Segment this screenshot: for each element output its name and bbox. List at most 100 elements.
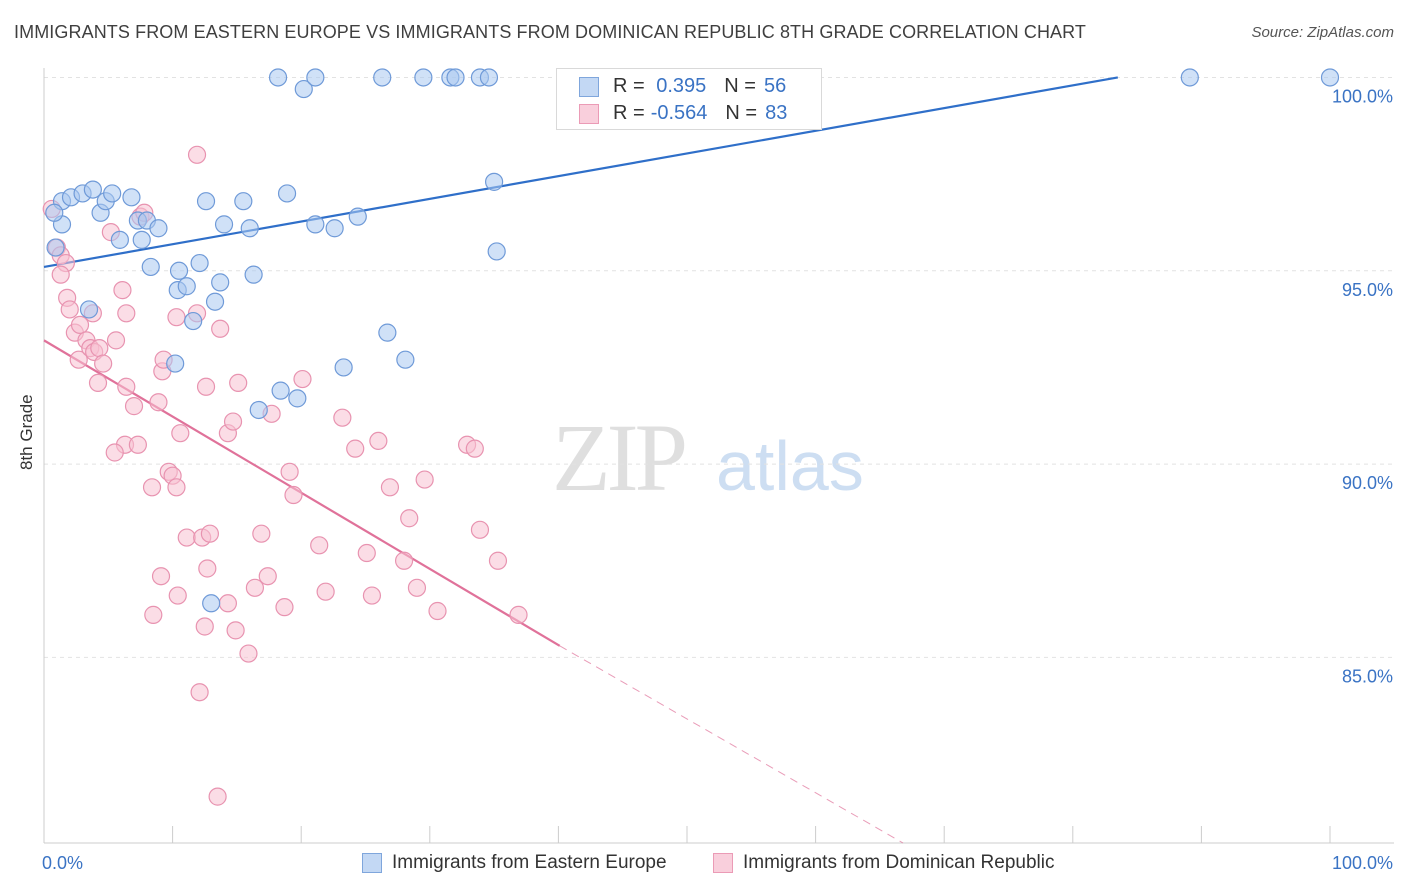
eastern-europe-point (205, 292, 225, 311)
dominican-republic-point (333, 408, 352, 427)
dominican-republic-point (223, 412, 243, 431)
eastern-europe-point (1320, 68, 1340, 87)
dominican-republic-point (346, 439, 365, 458)
dominican-republic-point (151, 567, 171, 586)
x-tick-label: 100.0% (1332, 853, 1393, 873)
dominican-republic-point (310, 536, 329, 555)
dominican-republic-point (200, 524, 219, 543)
dominican-republic-point (124, 397, 144, 416)
legend-row-eastern-europe: R = 0.395 N = 56 (579, 75, 786, 98)
eastern-europe-point (166, 354, 185, 373)
dominican-republic-point (190, 683, 209, 702)
dominican-republic-point (113, 281, 132, 300)
dominican-republic-point (211, 319, 230, 338)
dominican-republic-point (357, 543, 376, 563)
eastern-europe-point (184, 311, 203, 331)
eastern-europe-point (414, 68, 433, 87)
legend-swatch-blue (362, 853, 382, 873)
legend-item-dominican-republic[interactable]: Immigrants from Dominican Republic (713, 852, 1055, 874)
y-tick-label: 95.0% (1342, 280, 1393, 300)
eastern-europe-point (177, 277, 196, 296)
dominican-republic-point (428, 601, 447, 621)
dominican-republic-point (142, 478, 162, 497)
eastern-europe-point (485, 172, 504, 191)
eastern-europe-point (234, 192, 253, 211)
dominican-republic-point (369, 431, 388, 451)
legend-r-label: R = (613, 102, 645, 124)
eastern-europe-point (83, 180, 102, 199)
dominican-republic-point (88, 373, 108, 393)
dominican-republic-point (245, 578, 265, 597)
dominican-republic-point (275, 598, 294, 617)
eastern-europe-point (396, 350, 415, 369)
eastern-europe-point (103, 184, 122, 203)
eastern-europe-point (202, 594, 221, 613)
dominican-republic-point (51, 265, 70, 284)
eastern-europe-point (211, 273, 230, 292)
dominican-republic-point (465, 439, 484, 458)
dominican-republic-point (60, 300, 79, 319)
eastern-europe-point (45, 203, 64, 222)
eastern-europe-point (196, 192, 216, 211)
dominican-republic-point (258, 567, 277, 586)
dominican-republic-point (171, 424, 190, 443)
eastern-europe-point (149, 219, 168, 238)
dominican-republic-point (90, 339, 109, 358)
dominican-republic-point (293, 369, 312, 389)
x-tick-label: 0.0% (42, 853, 83, 873)
dominican-republic-point (69, 350, 88, 369)
dominican-republic-point (316, 582, 335, 601)
watermark: ZIP atlas (552, 404, 864, 511)
chart-title: IMMIGRANTS FROM EASTERN EUROPE VS IMMIGR… (14, 22, 1087, 42)
dominican-republic-point (128, 435, 147, 454)
eastern-europe-point (479, 68, 499, 87)
eastern-europe-point (271, 381, 290, 400)
legend-r-value: -0.564 (650, 102, 708, 124)
y-axis-title: 8th Grade (17, 394, 36, 470)
dominican-republic-point (70, 315, 90, 335)
dominican-republic-point (167, 308, 186, 327)
dominican-republic-point (252, 524, 271, 543)
dominican-republic-point (208, 787, 227, 806)
legend-n-label: N = (724, 75, 756, 97)
eastern-europe-point (190, 253, 209, 273)
legend-swatch-blue (579, 76, 599, 97)
dominican-republic-point (198, 559, 217, 578)
axes (43, 68, 1394, 844)
legend-r-label: R = (613, 75, 645, 97)
dominican-republic-point (177, 528, 196, 547)
eastern-europe-point (244, 265, 263, 284)
eastern-europe-point (373, 68, 392, 87)
y-tick-labels: 100.0% 95.0% 90.0% 85.0% (1332, 86, 1393, 686)
data-points (42, 68, 1340, 806)
legend-swatch-pink (579, 103, 599, 124)
legend-label-eastern-europe: Immigrants from Eastern Europe (392, 852, 667, 873)
eastern-europe-trendline (43, 76, 1119, 268)
eastern-europe-point (325, 219, 344, 238)
dominican-republic-point (106, 331, 126, 350)
eastern-europe-point (277, 184, 297, 203)
dominican-republic-point (195, 617, 214, 636)
dominican-republic-point (407, 578, 427, 597)
dominican-republic-point (380, 478, 400, 497)
eastern-europe-point (446, 68, 465, 87)
legend-item-eastern-europe[interactable]: Immigrants from Eastern Europe (362, 852, 667, 874)
eastern-europe-point (132, 230, 151, 249)
dominican-republic-point (280, 462, 299, 481)
dominican-republic-point (488, 551, 508, 570)
eastern-europe-point (79, 300, 99, 319)
eastern-europe-point (348, 207, 367, 226)
legend-label-dominican-republic: Immigrants from Dominican Republic (743, 852, 1055, 873)
legend-n-label: N = (725, 102, 758, 124)
dominican-republic-point (470, 520, 490, 539)
eastern-europe-point (288, 389, 307, 408)
watermark-zip: ZIP (552, 404, 685, 511)
eastern-europe-point (487, 242, 506, 261)
dominican-republic-point (362, 586, 382, 605)
dominican-republic-point (167, 478, 186, 497)
dominican-republic-point (239, 644, 258, 663)
eastern-europe-point (122, 188, 141, 207)
eastern-europe-point (306, 68, 325, 87)
y-tick-label: 85.0% (1342, 666, 1393, 686)
